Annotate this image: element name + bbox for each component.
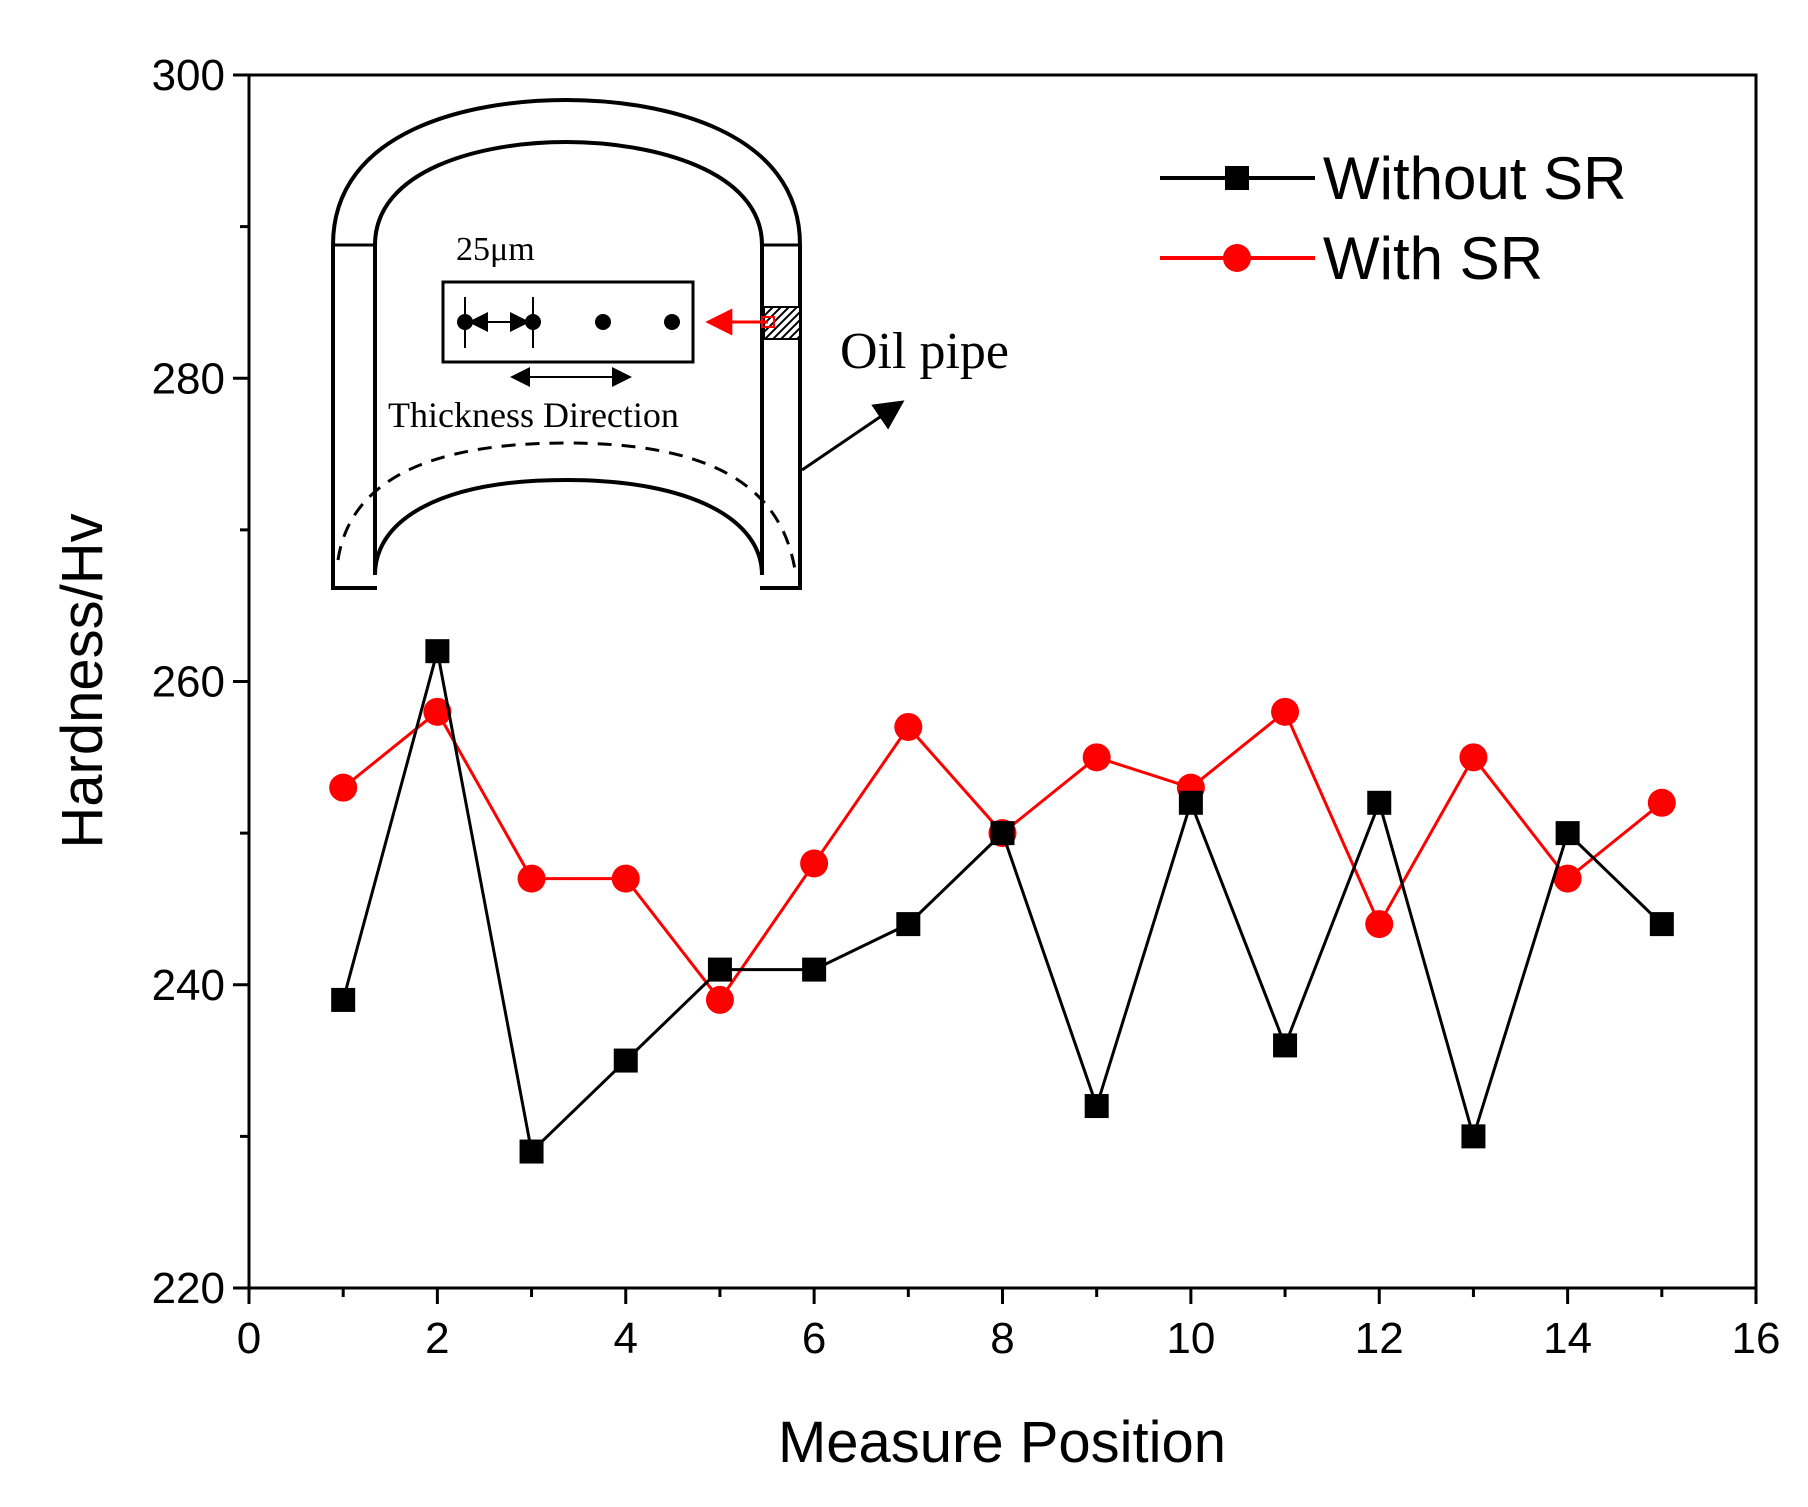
data-point-without-sr [896,912,921,937]
data-point-with-sr [1553,864,1582,893]
indent-point [595,314,611,330]
data-point-without-sr [1178,790,1203,815]
data-point-without-sr [1367,790,1392,815]
data-point-with-sr [800,849,829,878]
y-tick-label: 260 [152,658,225,707]
data-point-without-sr [1084,1094,1109,1119]
data-point-with-sr [423,697,452,726]
x-tick-label: 10 [1166,1314,1215,1363]
indent-point [525,314,541,330]
data-point-without-sr [1273,1033,1298,1058]
pipe-inner-wall [373,139,764,575]
x-tick-label: 16 [1732,1314,1781,1363]
x-tick-labels: 0 2 4 6 8 10 12 14 16 [237,1314,1781,1363]
axis-ticks [233,73,1758,1304]
y-tick-label: 240 [152,961,225,1010]
x-axis-title: Measure Position [778,1410,1226,1475]
data-point-with-sr [1459,743,1488,772]
x-tick-label: 6 [802,1314,826,1363]
y-tick-label: 280 [152,354,225,403]
series-line-without-sr [341,650,1663,1155]
data-point-without-sr [990,821,1015,846]
y-tick-label: 220 [152,1264,225,1313]
oil-pipe-pointer-arrow [801,400,905,472]
zoom-red-marker [761,316,775,328]
indent-point [664,314,680,330]
x-tick-label: 8 [990,1314,1014,1363]
data-point-without-sr [331,987,356,1012]
oil-pipe-inset: 25μm Thickness Direction Oil pipe [331,97,1009,590]
data-point-without-sr [425,639,450,664]
y-tick-label: 300 [152,51,225,100]
data-point-with-sr [611,864,640,893]
data-point-with-sr [1647,788,1676,817]
data-point-with-sr [705,985,734,1014]
data-point-with-sr [894,712,923,741]
x-tick-label: 14 [1543,1314,1592,1363]
measurement-box [441,280,695,364]
data-point-without-sr [519,1139,544,1164]
y-tick-labels: 220 240 260 280 300 [152,51,225,1313]
x-tick-label: 2 [425,1314,449,1363]
sample-region-hatch [763,306,801,340]
x-tick-label: 4 [614,1314,638,1363]
pipe-dashed-arc [336,441,797,571]
legend-label-with-sr: With SR [1323,225,1543,292]
data-point-without-sr [707,957,732,982]
y-axis-title: Hardness/Hv [50,513,115,848]
spacing-label: 25μm [456,231,535,268]
series-with-sr [329,697,1676,1014]
legend-marker-with-sr [1223,244,1251,272]
data-point-without-sr [802,957,827,982]
data-point-with-sr [1271,697,1300,726]
data-point-without-sr [1555,821,1580,846]
data-point-without-sr [1461,1124,1486,1149]
legend-marker-without-sr [1225,166,1249,190]
data-point-with-sr [1082,743,1111,772]
x-tick-label: 0 [237,1314,261,1363]
data-point-with-sr [329,773,358,802]
x-tick-label: 12 [1355,1314,1404,1363]
series-layer [329,639,1676,1164]
indent-point [457,314,473,330]
legend-label-without-sr: Without SR [1323,145,1626,212]
oil-pipe-label: Oil pipe [840,323,1009,380]
data-point-with-sr [1365,910,1394,939]
data-point-with-sr [517,864,546,893]
series-without-sr [331,639,1674,1164]
data-point-without-sr [1649,912,1674,937]
data-point-without-sr [613,1048,638,1073]
pipe-outer-wall [331,97,802,588]
thickness-direction-label: Thickness Direction [388,395,679,435]
legend: Without SR With SR [1160,145,1626,292]
pipe-inner-arch [373,477,764,576]
